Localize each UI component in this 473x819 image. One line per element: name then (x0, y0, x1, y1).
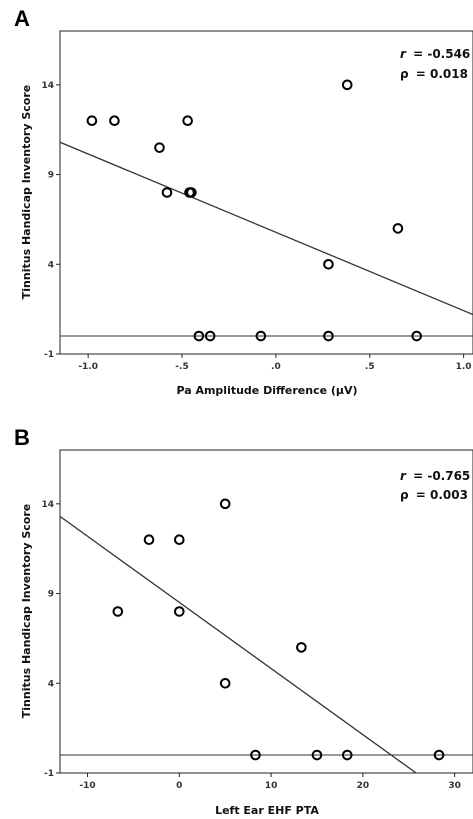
panel-b-data-point (174, 606, 185, 617)
panel-a-data-point (109, 115, 120, 127)
panel-b-x-tick-label: 20 (357, 781, 370, 791)
panel-a-fit-line (59, 141, 473, 316)
panel-a-data-point (161, 187, 173, 198)
panel-a-x-tick-label: -.5 (175, 362, 188, 372)
panel-b-y-tick-label: 14 (41, 500, 54, 510)
panel-b-x-tick-label: -10 (79, 781, 95, 791)
panel-a-data-point (255, 330, 267, 342)
panel-b-data-point (219, 498, 231, 510)
panel-b-r-value: = -0.765 (413, 469, 470, 483)
panel-a-data-point (193, 330, 205, 342)
panel-b-data-point (296, 642, 307, 653)
panel-a-y-tick-label: 9 (48, 171, 54, 181)
panel-b-fit-line (59, 515, 417, 774)
panel-a-data-point (186, 187, 197, 198)
panel-b-data-point (311, 749, 323, 761)
panel-a-r-symbol: r (400, 47, 407, 61)
panel-a-data-point (323, 258, 334, 270)
panel-b-x-tick-label: 0 (176, 781, 182, 791)
panel-a-data-point (323, 330, 334, 342)
panel-a-x-tick-label: 1.0 (456, 362, 472, 372)
panel-a-data-point (341, 79, 353, 91)
panel-a-data-point (182, 115, 193, 127)
panel-b-p-symbol: ρ (400, 488, 409, 502)
panel-a-x-tick-label: -1.0 (78, 362, 98, 372)
panel-a-r-value: = -0.546 (413, 47, 470, 61)
panel-b: B -1 4 9 14 -10 0 10 20 30 Tinnitus Handicap Inv… (14, 425, 473, 817)
panel-a-p-value: = 0.018 (416, 67, 468, 81)
panel-b-y-tick-label: 4 (48, 679, 54, 689)
panel-b-plot-frame (59, 449, 473, 774)
panel-b-p-value: = 0.003 (416, 488, 468, 502)
panel-b-y-tick-label: 9 (48, 590, 54, 600)
panel-b-data-point (433, 749, 445, 761)
panel-a-data-point (204, 330, 216, 342)
panel-a-y-tick-label: 4 (48, 260, 54, 270)
panel-b-x-tick-label: 10 (265, 781, 278, 791)
panel-b-data-point (112, 606, 124, 617)
panel-a-x-tick-label: .5 (365, 362, 375, 372)
panel-b-p-stat: ρ = 0.003 (400, 488, 468, 502)
panel-a-plot-area: -1 4 9 14 -1.0 -.5 .0 .5 1.0 (41, 79, 473, 372)
panel-a-letter: A (14, 6, 30, 31)
panel-a-x-tick-label: .0 (271, 362, 281, 372)
panel-b-data-point (250, 749, 261, 761)
panel-a-p-symbol: ρ (400, 67, 409, 81)
panel-b-r-stat: r = -0.765 (400, 469, 470, 483)
panel-a-plot-frame (59, 30, 473, 355)
panel-b-data-point (219, 677, 231, 689)
panel-a-data-point (86, 115, 98, 127)
panel-a-data-point (154, 142, 165, 153)
panel-b-plot-area: -1 4 9 14 -10 0 10 20 30 (41, 498, 473, 791)
panel-b-letter: B (14, 425, 30, 450)
panel-b-data-point (174, 534, 185, 546)
panel-b-x-tick-label: 30 (448, 781, 461, 791)
panel-b-y-axis-label: Tinnitus Handicap Inventory Score (20, 504, 33, 718)
panel-a-y-tick-label: -1 (44, 350, 54, 360)
panel-b-data-point (341, 749, 353, 761)
panel-a-data-point (392, 223, 404, 234)
panel-b-x-axis-label: Left Ear EHF PTA (215, 804, 319, 817)
panel-a-x-axis-label: Pa Amplitude Difference (μV) (176, 384, 357, 397)
panel-a: A -1 4 9 14 -1.0 -.5 .0 .5 1.0 Tinnitus Handicap… (14, 6, 473, 397)
panel-b-r-symbol: r (400, 469, 407, 483)
panel-a-y-axis-label: Tinnitus Handicap Inventory Score (20, 85, 33, 299)
panel-b-y-tick-label: -1 (44, 769, 54, 779)
panel-a-data-point (411, 330, 422, 342)
panel-b-data-point (143, 534, 155, 546)
panel-a-y-tick-label: 14 (41, 81, 54, 91)
panel-a-p-stat: ρ = 0.018 (400, 67, 468, 81)
panel-a-r-stat: r = -0.546 (400, 47, 470, 61)
